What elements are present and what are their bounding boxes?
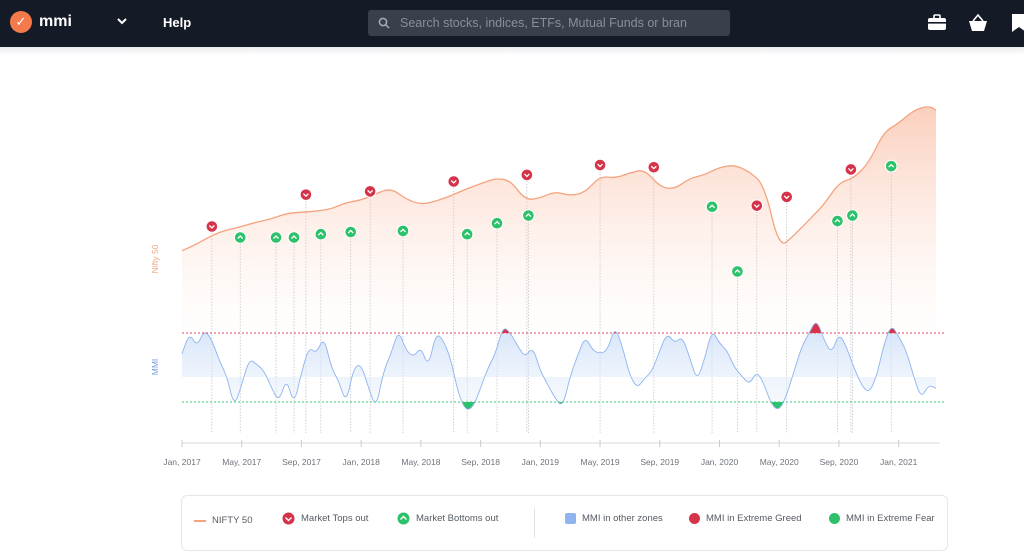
market-bottom-marker[interactable] (344, 225, 358, 239)
search-box[interactable] (368, 10, 730, 36)
legend-fear-label: MMI in Extreme Fear (846, 513, 935, 524)
x-tick-label: May, 2017 (222, 457, 261, 467)
x-tick-label: May, 2018 (401, 457, 440, 467)
market-bottom-marker[interactable] (314, 227, 328, 241)
brand[interactable]: ✓ mmi (10, 11, 72, 33)
mmi-area-other-zones (182, 333, 936, 402)
x-tick-label: Sep, 2019 (640, 457, 679, 467)
basket-icon[interactable] (967, 12, 989, 34)
nifty-axis-label: Nifty 50 (150, 244, 160, 273)
x-axis-ticks: Jan, 2017 May, 2017 Sep, 2017 Jan, 2018 May,… (163, 440, 918, 467)
market-bottom-marker[interactable] (460, 227, 474, 241)
mmi-axis-label: MMI (150, 359, 160, 376)
x-tick-label: Jan, 2017 (163, 457, 201, 467)
legend-tops-label: Market Tops out (301, 513, 369, 524)
legend-market-tops[interactable]: Market Tops out (282, 512, 368, 525)
market-top-marker[interactable] (647, 160, 661, 174)
x-tick-label: Jan, 2021 (880, 457, 918, 467)
market-bottom-marker[interactable] (396, 224, 410, 238)
legend-other-label: MMI in other zones (582, 513, 663, 524)
market-bottom-marker[interactable] (233, 231, 247, 244)
market-top-icon (282, 512, 295, 525)
market-top-marker[interactable] (844, 163, 858, 176)
market-bottom-marker[interactable] (846, 209, 859, 222)
x-tick-label: May, 2019 (581, 457, 620, 467)
search-icon (378, 17, 390, 29)
legend-mmi-other[interactable]: MMI in other zones (565, 513, 663, 524)
legend-mmi-greed[interactable]: MMI in Extreme Greed (689, 513, 802, 524)
legend-nifty[interactable]: NIFTY 50 (194, 515, 252, 526)
mmi-greed-swatch (689, 513, 700, 524)
header-shadow (0, 47, 1024, 55)
legend-bottoms-label: Market Bottoms out (416, 513, 499, 524)
x-tick-label: Sep, 2017 (282, 457, 321, 467)
x-tick-label: Sep, 2018 (461, 457, 500, 467)
bookmark-icon[interactable] (1008, 12, 1024, 34)
legend-market-bottoms[interactable]: Market Bottoms out (397, 512, 498, 525)
x-tick-label: Jan, 2019 (522, 457, 560, 467)
mmi-line (181, 322, 937, 410)
legend-mmi-fear[interactable]: MMI in Extreme Fear (829, 513, 935, 524)
market-bottom-marker[interactable] (269, 231, 283, 244)
mmi-fear-swatch (829, 513, 840, 524)
x-tick-label: Sep, 2020 (820, 457, 859, 467)
market-bottom-marker[interactable] (490, 216, 504, 230)
legend-greed-label: MMI in Extreme Greed (706, 513, 802, 524)
chart-legend: NIFTY 50 Market Tops out Market Bottoms … (181, 495, 948, 551)
market-bottom-marker[interactable] (522, 209, 535, 222)
brand-name: mmi (39, 13, 72, 30)
market-bottom-icon (397, 512, 410, 525)
market-bottom-marker[interactable] (884, 159, 898, 173)
mmi-other-swatch (565, 513, 576, 524)
x-tick-label: May, 2020 (760, 457, 799, 467)
nifty-swatch (194, 519, 206, 522)
help-link[interactable]: Help (163, 15, 192, 30)
market-top-marker[interactable] (593, 158, 607, 172)
logo-icon: ✓ (10, 11, 32, 33)
nifty-line (181, 106, 937, 252)
market-markers (205, 158, 898, 278)
legend-nifty-label: NIFTY 50 (212, 515, 253, 526)
briefcase-icon[interactable] (926, 12, 948, 34)
market-top-marker[interactable] (750, 199, 764, 212)
market-top-marker[interactable] (363, 185, 377, 198)
market-top-marker[interactable] (780, 190, 793, 204)
legend-divider (534, 508, 535, 538)
market-top-marker[interactable] (299, 188, 313, 201)
market-bottom-marker[interactable] (731, 265, 744, 278)
market-top-marker[interactable] (205, 220, 219, 233)
market-top-marker[interactable] (447, 175, 461, 188)
market-bottom-marker[interactable] (705, 200, 719, 214)
mmi-nifty-chart: Nifty 50 MMI Jan, 2017 May, 2017 Sep, 2017… (150, 106, 944, 467)
nifty-area (182, 106, 936, 330)
top-navigation-bar: ✓ mmi Help (0, 0, 1024, 47)
market-top-marker[interactable] (520, 168, 534, 182)
search-input[interactable] (398, 15, 722, 31)
x-tick-label: Jan, 2020 (701, 457, 739, 467)
chevron-down-icon[interactable] (116, 15, 128, 27)
market-bottom-marker[interactable] (831, 214, 844, 228)
x-tick-label: Jan, 2018 (342, 457, 380, 467)
market-bottom-marker[interactable] (287, 231, 301, 244)
